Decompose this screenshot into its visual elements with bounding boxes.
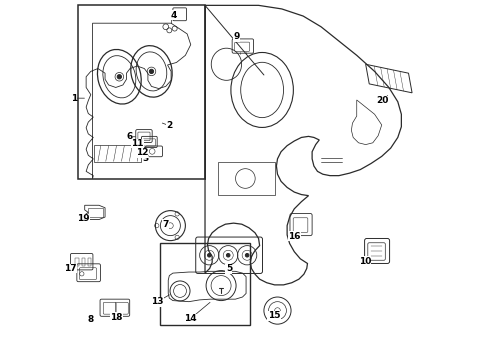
Bar	[88, 258, 91, 266]
Circle shape	[226, 253, 229, 257]
Text: 13: 13	[151, 297, 164, 306]
Text: 15: 15	[267, 311, 280, 321]
Bar	[160, 243, 249, 325]
Text: 5: 5	[226, 264, 231, 273]
Bar	[88, 208, 102, 217]
Bar	[76, 258, 79, 266]
Circle shape	[149, 69, 153, 74]
Text: 19: 19	[77, 214, 90, 223]
Text: 20: 20	[376, 96, 388, 105]
Text: 7: 7	[162, 220, 168, 229]
Text: 11: 11	[131, 139, 143, 148]
Circle shape	[117, 75, 121, 79]
Circle shape	[207, 253, 211, 257]
Text: 14: 14	[184, 314, 197, 323]
Text: 10: 10	[358, 257, 370, 266]
Text: 12: 12	[136, 148, 148, 157]
Circle shape	[245, 253, 248, 257]
Text: 2: 2	[166, 121, 172, 130]
Text: 4: 4	[170, 11, 177, 20]
Text: 6: 6	[126, 132, 132, 141]
Bar	[78, 5, 205, 178]
Text: 3: 3	[142, 154, 148, 164]
Bar	[217, 162, 274, 195]
Bar	[81, 258, 85, 266]
Text: 9: 9	[233, 32, 240, 41]
Text: 16: 16	[287, 232, 300, 241]
Text: 18: 18	[110, 312, 122, 322]
Text: 1: 1	[71, 94, 77, 103]
Text: 8: 8	[87, 315, 93, 324]
Bar	[94, 145, 140, 162]
Text: 17: 17	[64, 264, 76, 273]
